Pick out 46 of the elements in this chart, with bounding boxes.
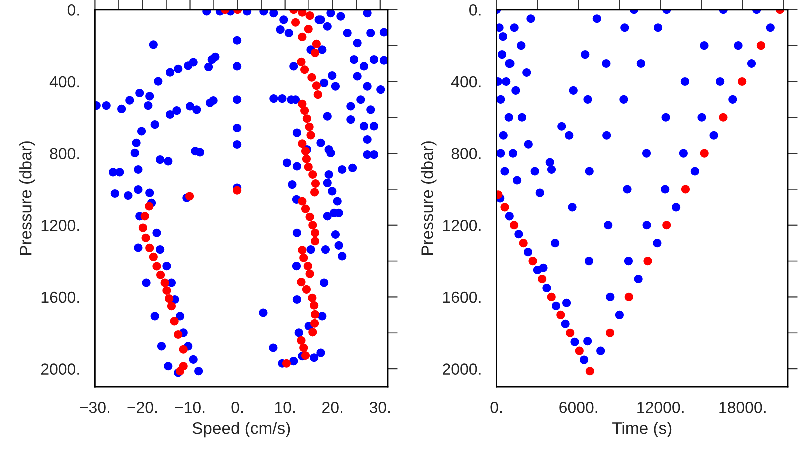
y-tick-label: 800.: [452, 148, 481, 160]
point: [624, 292, 634, 302]
x-tick-label: 20.: [322, 402, 343, 414]
x-axis-title: Time (s): [612, 422, 672, 438]
point: [500, 203, 510, 212]
y-tick-label: 400.: [452, 76, 481, 88]
x-tick-label: 12000.: [638, 402, 684, 414]
x-tick-label: 0.: [490, 402, 502, 414]
point: [510, 221, 519, 230]
y-tick-label: 1600.: [443, 292, 481, 304]
point: [547, 292, 556, 302]
point: [566, 328, 575, 338]
y-axis-title: Pressure (dbar): [20, 142, 36, 255]
point: [606, 328, 615, 338]
y-tick-label: 800.: [50, 148, 80, 160]
y-tick-label: 2000.: [41, 364, 80, 375]
y-tick-label: 2000.: [443, 364, 481, 375]
point: [644, 257, 652, 266]
x-tick-label: 6000.: [560, 402, 598, 414]
point: [528, 257, 538, 266]
x-tick-label: −10.: [175, 402, 205, 414]
point: [700, 149, 709, 158]
y-axis-title: Pressure (dbar): [421, 142, 437, 255]
point: [756, 42, 766, 50]
y-tick-label: 0.: [470, 4, 481, 16]
point: [575, 346, 584, 356]
y-tick-label: 1600.: [42, 292, 80, 304]
point: [538, 274, 547, 284]
point: [662, 221, 672, 230]
y-tick-label: 1200.: [443, 220, 481, 232]
x-tick-label: −30.: [80, 402, 110, 414]
x-axis-title: Speed (cm/s): [192, 422, 290, 438]
y-tick-label: 1200.: [42, 220, 80, 232]
point: [586, 367, 594, 376]
y-tick-label: 0.: [68, 4, 80, 16]
x-tick-label: 0.: [232, 402, 243, 414]
x-tick-label: −20.: [128, 402, 158, 414]
x-tick-label: 18000.: [720, 402, 766, 414]
point: [556, 310, 566, 320]
point: [681, 185, 690, 194]
x-tick-label: 10.: [275, 402, 295, 414]
x-tick-label: 30.: [370, 402, 390, 414]
point: [519, 239, 528, 248]
point: [719, 113, 728, 122]
y-tick-label: 400.: [50, 76, 80, 88]
point: [738, 77, 747, 86]
